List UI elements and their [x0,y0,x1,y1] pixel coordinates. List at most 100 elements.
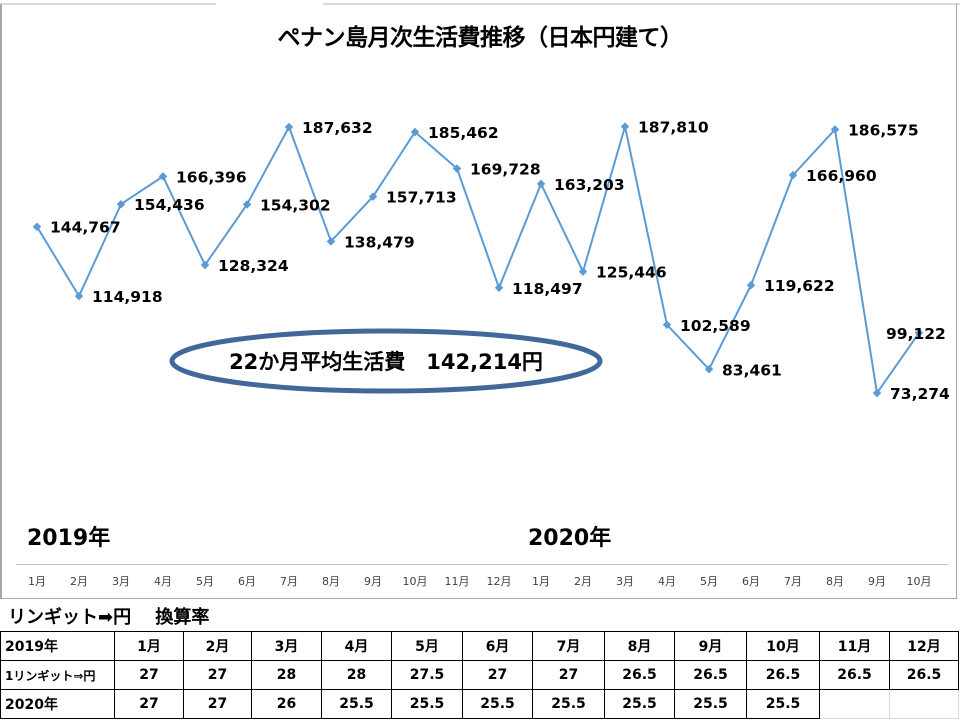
data-point-marker [914,328,924,338]
x-tick-label: 1月 [28,575,46,588]
x-tick-label: 4月 [658,575,676,588]
data-point-marker [620,122,630,131]
x-tick-label: 11月 [444,575,470,588]
table-cell: 25.5 [532,689,605,719]
data-point-marker [116,199,126,209]
data-point-marker [452,164,462,173]
x-tick-label: 12月 [486,575,512,588]
data-point-marker [368,192,378,201]
table-cell: 26 [251,689,322,719]
frame-top-border-left [0,3,216,5]
x-tick-label: 6月 [238,575,256,588]
x-tick-label: 7月 [784,575,802,588]
data-label: 99,122 [886,325,946,343]
table-row-2019: 1リンギット⇒円 27 27 28 28 27.5 27 27 26.5 26.… [0,660,959,690]
table-cell: 10月 [746,631,820,661]
data-label: 163,203 [554,176,625,194]
x-axis-line [16,564,948,565]
table-cell: 25.5 [321,689,392,719]
data-label: 83,461 [722,361,782,379]
table-cell: 27 [532,660,605,690]
data-label: 114,918 [92,288,163,306]
data-label: 185,462 [428,124,499,142]
table-cell: 2019年 [0,631,115,661]
table-row-2020: 2020年 27 27 26 25.5 25.5 25.5 25.5 25.5 … [0,689,959,719]
data-point-marker [74,291,84,301]
data-label: 154,302 [260,197,331,215]
data-point-marker [494,283,504,293]
data-label: 187,810 [638,119,709,137]
data-point-marker [746,280,756,290]
table-cell: 4月 [321,631,392,661]
data-point-marker [326,237,336,246]
data-label: 186,575 [848,121,919,139]
x-tick-label: 2月 [574,575,592,588]
data-point-marker [536,179,546,189]
table-cell: 28 [321,660,392,690]
data-point-marker [662,320,672,330]
x-tick-label: 9月 [364,575,382,588]
table-cell: 25.5 [746,689,820,719]
data-label: 187,632 [302,119,373,137]
data-label: 157,713 [386,189,457,207]
data-point-markers [32,122,924,398]
table-cell: 27 [114,660,184,690]
data-point-marker [704,365,714,374]
data-label: 144,767 [50,219,121,237]
data-label: 154,436 [134,196,205,214]
table-cell: 26.5 [746,660,820,690]
table-cell: 2月 [183,631,252,661]
data-point-marker [410,127,420,137]
table-cell-empty [819,689,890,719]
table-cell: 26.5 [889,660,959,690]
x-tick-label: 8月 [322,575,340,588]
table-cell: 25.5 [462,689,533,719]
chart-frame [0,4,957,599]
x-tick-label: 3月 [616,575,634,588]
x-tick-label: 2月 [70,575,88,588]
data-label: 125,446 [596,264,667,282]
data-point-marker [242,200,252,209]
table-cell: 27 [462,660,533,690]
data-point-marker [872,388,882,398]
data-label: 73,274 [890,385,950,403]
table-cell: 25.5 [604,689,675,719]
table-cell: 7月 [532,631,605,661]
table-cell: 1リンギット⇒円 [0,660,115,690]
data-label: 138,479 [344,233,415,251]
x-tick-label: 6月 [742,575,760,588]
data-label: 166,960 [806,167,877,185]
table-cell: 2020年 [0,689,115,719]
table-cell: 27 [183,689,252,719]
data-label: 119,622 [764,277,835,295]
table-header-row: 2019年 1月 2月 3月 4月 5月 6月 7月 8月 9月 10月 11月… [0,631,959,661]
data-point-marker [158,172,168,181]
data-point-marker [32,222,42,231]
table-cell: 28 [251,660,322,690]
x-tick-label: 10月 [402,575,428,588]
data-labels: 144,767 114,918 154,436 166,396 128,324 154,3… [50,119,950,403]
table-cell: 26.5 [674,660,747,690]
table-cell: 11月 [819,631,890,661]
frame-top-border-right [323,3,960,5]
data-point-marker [578,267,588,276]
x-tick-label: 5月 [700,575,718,588]
chart-title: ペナン島月次生活費推移（日本円建て） [277,25,684,51]
x-tick-label: 7月 [280,575,298,588]
table-cell: 3月 [251,631,322,661]
table-cell: 12月 [889,631,959,661]
x-tick-label: 1月 [532,575,550,588]
x-tick-label: 5月 [196,575,214,588]
x-tick-label: 10月 [906,575,932,588]
average-cost-label: 22か月平均生活費 142,214円 [229,350,543,374]
table-cell: 25.5 [674,689,747,719]
table-cell: 27 [183,660,252,690]
table-cell: 26.5 [819,660,890,690]
year-label-2019: 2019年 [27,526,111,551]
x-tick-label: 4月 [154,575,172,588]
table-cell: 6月 [462,631,533,661]
average-ellipse [169,328,603,394]
rate-table-title: リンギット➡円 換算率 [8,607,210,628]
table-cell: 27 [114,689,184,719]
data-label: 128,324 [218,257,289,275]
